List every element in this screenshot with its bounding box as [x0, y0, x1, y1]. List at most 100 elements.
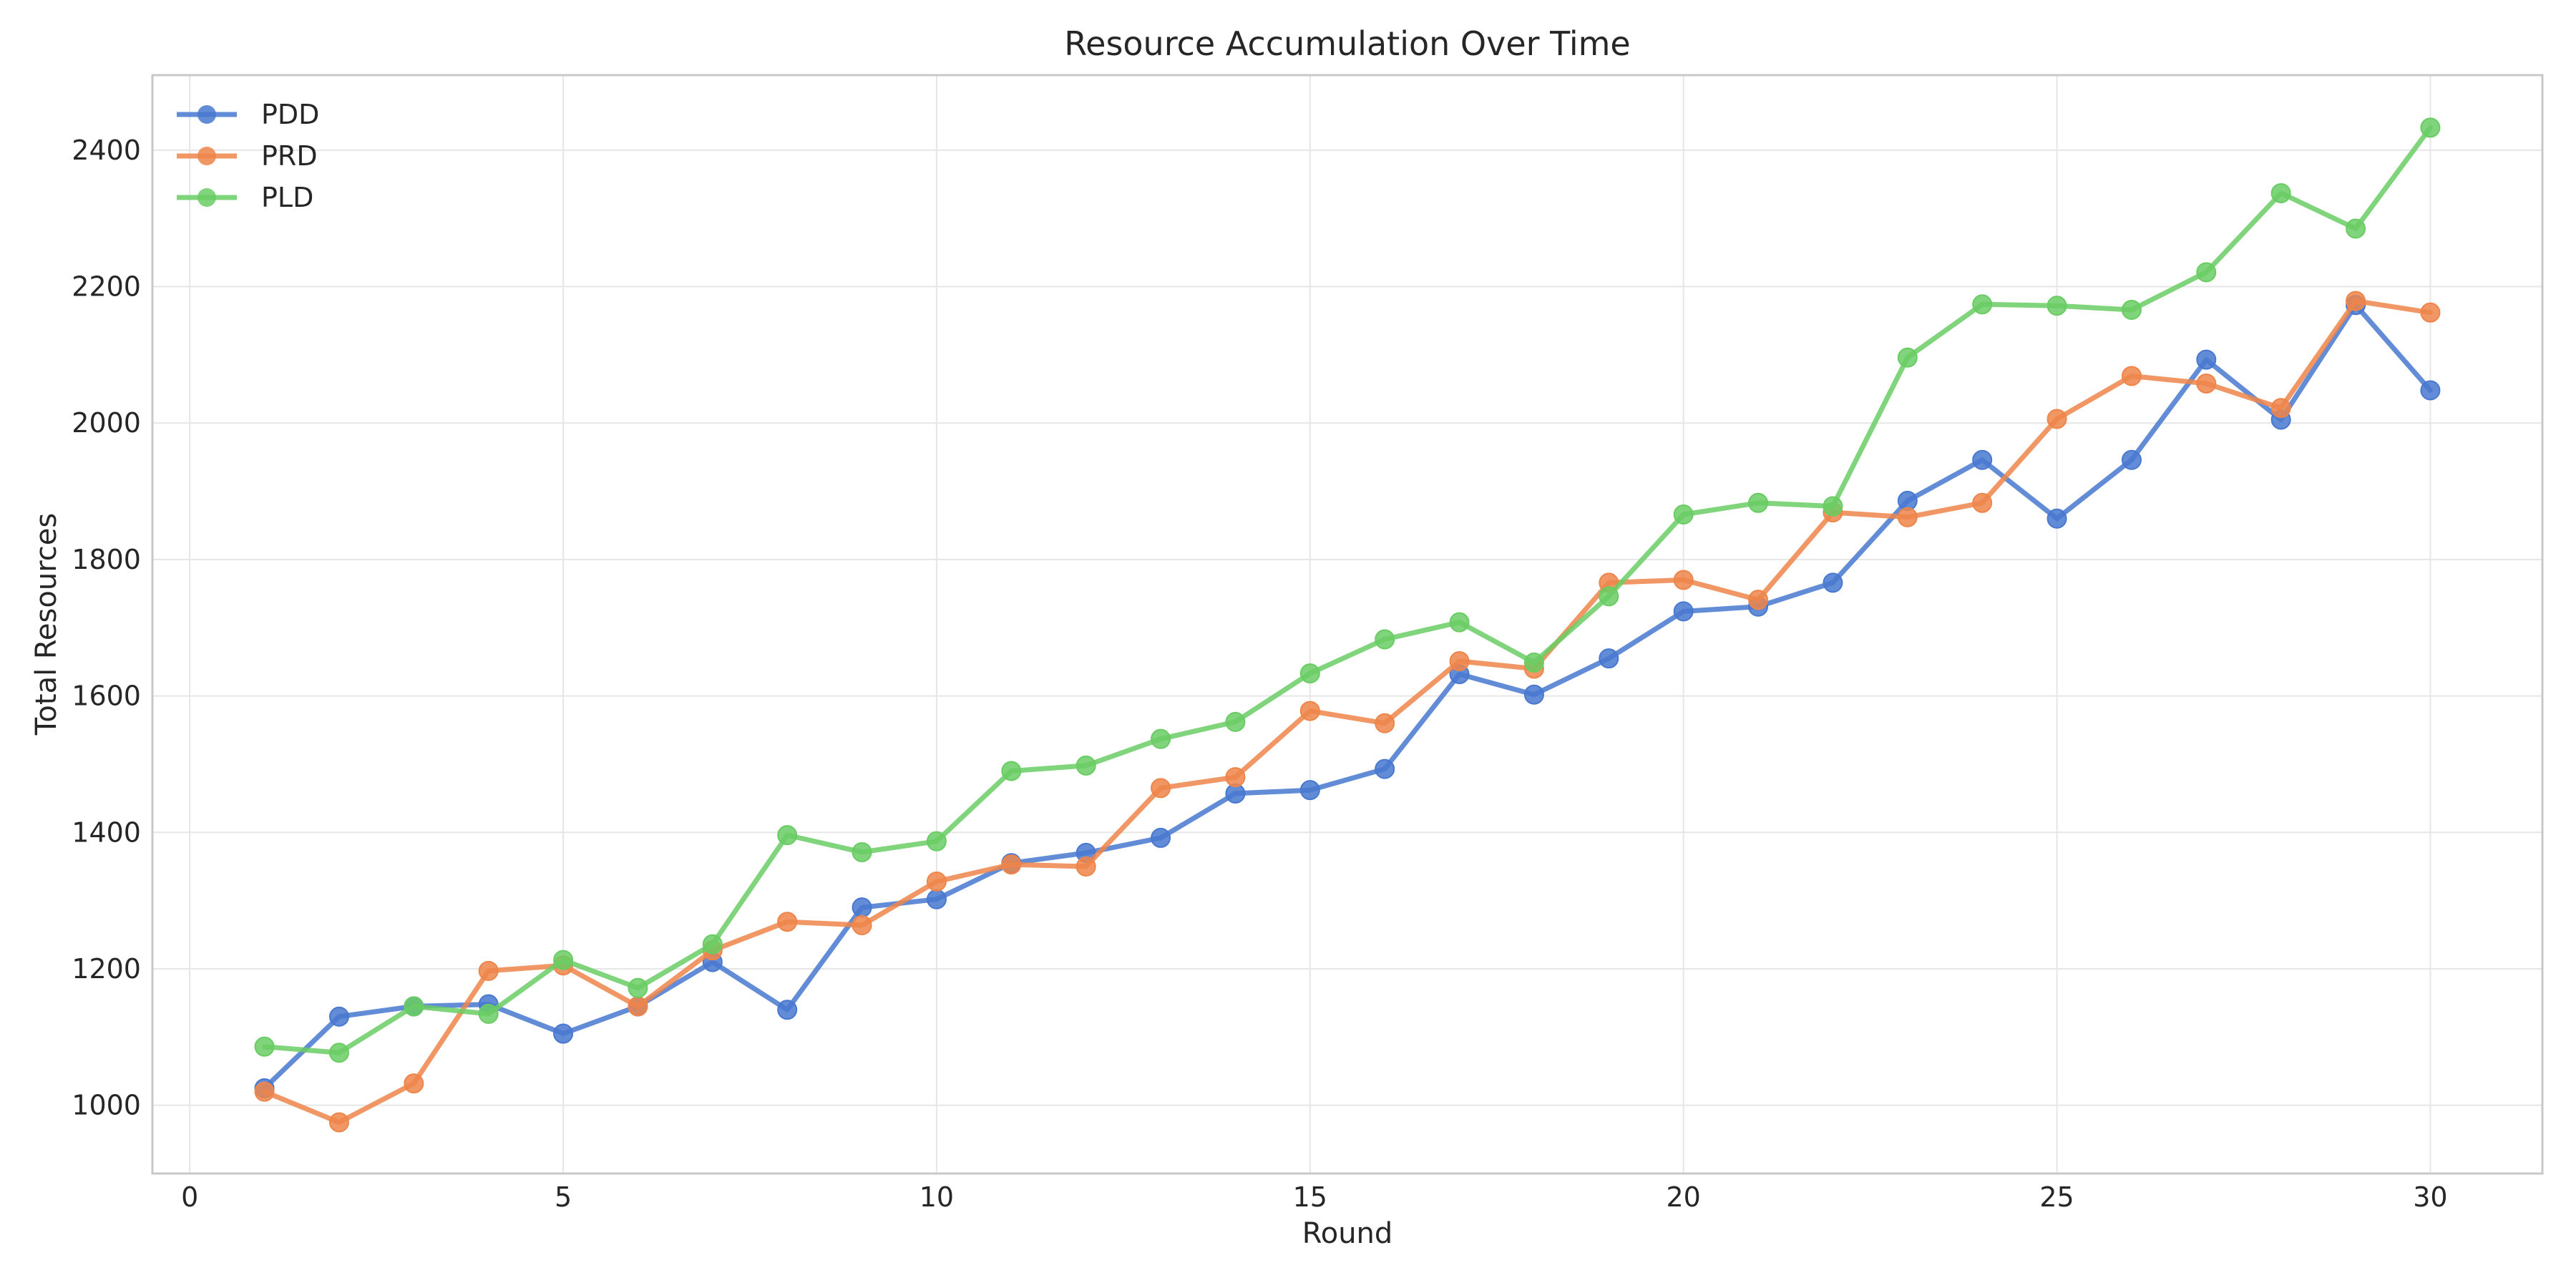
data-point-prd — [1375, 713, 1395, 733]
chart-title: Resource Accumulation Over Time — [1064, 24, 1630, 63]
data-point-prd — [2121, 366, 2142, 386]
y-tick-label: 1000 — [72, 1090, 141, 1121]
x-tick-label: 20 — [1667, 1181, 1701, 1213]
legend-item-prd: PRD — [177, 140, 318, 172]
y-tick-label: 1800 — [72, 544, 141, 575]
data-point-pld — [404, 996, 424, 1017]
data-point-pdd — [2420, 380, 2441, 401]
data-point-prd — [328, 1112, 349, 1133]
data-point-pdd — [777, 1000, 798, 1020]
data-point-pdd — [1299, 780, 1320, 801]
data-point-prd — [478, 960, 499, 981]
data-point-pdd — [926, 889, 947, 909]
data-point-pld — [1449, 612, 1470, 633]
legend-label: PRD — [261, 140, 318, 172]
legend-item-pdd: PDD — [177, 99, 319, 130]
data-point-pdd — [553, 1023, 574, 1044]
data-point-pdd — [1151, 827, 1171, 848]
x-tick-label: 10 — [919, 1181, 954, 1213]
data-point-prd — [777, 912, 798, 932]
series-line-pld — [262, 125, 2433, 1055]
data-point-prd — [1299, 701, 1320, 721]
series-group — [254, 117, 2441, 1133]
data-point-pdd — [852, 897, 872, 918]
data-point-prd — [1001, 854, 1022, 875]
data-point-prd — [1225, 767, 1246, 788]
data-point-pld — [1972, 294, 1993, 315]
data-point-pdd — [2046, 508, 2067, 529]
legend-swatch-marker — [197, 188, 216, 207]
data-point-pdd — [1972, 449, 1993, 470]
plot-frame — [151, 74, 2544, 1175]
x-axis-label: Round — [1302, 1217, 1393, 1250]
y-tick-label: 2400 — [72, 135, 141, 166]
data-point-prd — [1449, 650, 1470, 671]
data-point-pdd — [1599, 648, 1619, 669]
data-point-pld — [2121, 299, 2142, 320]
data-point-pld — [1151, 728, 1171, 749]
grid — [152, 75, 2542, 1174]
data-point-pld — [2346, 218, 2366, 239]
data-point-pdd — [1823, 572, 1843, 593]
data-point-pdd — [1523, 684, 1544, 705]
data-point-pld — [1225, 711, 1246, 732]
data-point-pld — [1001, 761, 1022, 781]
data-point-pld — [254, 1036, 275, 1057]
y-tick-label: 2200 — [72, 271, 141, 303]
data-point-pld — [2270, 182, 2291, 203]
legend-swatch-marker — [197, 105, 216, 124]
data-point-prd — [254, 1081, 275, 1102]
data-point-pdd — [2196, 349, 2217, 370]
series-line-prd — [262, 298, 2433, 1125]
data-point-pdd — [328, 1006, 349, 1027]
data-point-pld — [2196, 262, 2217, 283]
data-point-pld — [2046, 296, 2067, 316]
y-tick-label: 2000 — [72, 407, 141, 439]
plot-background — [152, 75, 2542, 1174]
y-tick-label: 1600 — [72, 680, 141, 712]
data-point-pld — [1299, 663, 1320, 684]
data-point-pld — [1823, 496, 1843, 517]
data-point-pdd — [2121, 449, 2142, 470]
data-point-prd — [404, 1073, 424, 1094]
data-point-pld — [1375, 629, 1395, 650]
series-pld — [254, 117, 2441, 1063]
legend-swatch-marker — [197, 147, 216, 165]
data-point-pld — [1748, 492, 1769, 513]
data-point-prd — [852, 914, 872, 935]
data-point-prd — [1673, 570, 1694, 590]
data-point-prd — [2270, 398, 2291, 419]
data-point-pld — [1897, 347, 1918, 368]
data-point-pld — [628, 977, 648, 998]
data-point-pld — [777, 825, 798, 846]
data-point-prd — [1075, 856, 1096, 877]
data-point-prd — [2346, 291, 2366, 311]
data-point-pld — [2420, 117, 2441, 138]
data-point-pdd — [1673, 601, 1694, 622]
legend-label: PLD — [261, 182, 313, 213]
data-point-prd — [1151, 778, 1171, 799]
data-point-pld — [926, 831, 947, 852]
data-point-pld — [852, 841, 872, 862]
data-point-pld — [1523, 652, 1544, 673]
x-tick-label: 25 — [2039, 1181, 2074, 1213]
y-axis-label: Total Resources — [30, 513, 63, 736]
y-tick-label: 1400 — [72, 816, 141, 848]
data-point-prd — [1972, 492, 1993, 513]
data-point-prd — [2420, 302, 2441, 323]
legend-item-pld: PLD — [177, 182, 313, 213]
x-tick-label: 15 — [1293, 1181, 1327, 1213]
data-point-pdd — [1375, 758, 1395, 779]
legend-label: PDD — [261, 99, 319, 130]
data-point-prd — [926, 871, 947, 892]
data-point-prd — [2046, 409, 2067, 429]
data-point-prd — [1897, 507, 1918, 527]
x-tick-label: 5 — [555, 1181, 572, 1213]
data-point-pld — [1075, 755, 1096, 776]
data-point-pld — [702, 934, 723, 955]
series-line-pdd — [262, 302, 2433, 1091]
x-tick-label: 30 — [2413, 1181, 2447, 1213]
tick-labels: 0 5 10 15 20 25 30 1000 1200 1400 1600 1800 2000 2200… — [72, 135, 2447, 1213]
